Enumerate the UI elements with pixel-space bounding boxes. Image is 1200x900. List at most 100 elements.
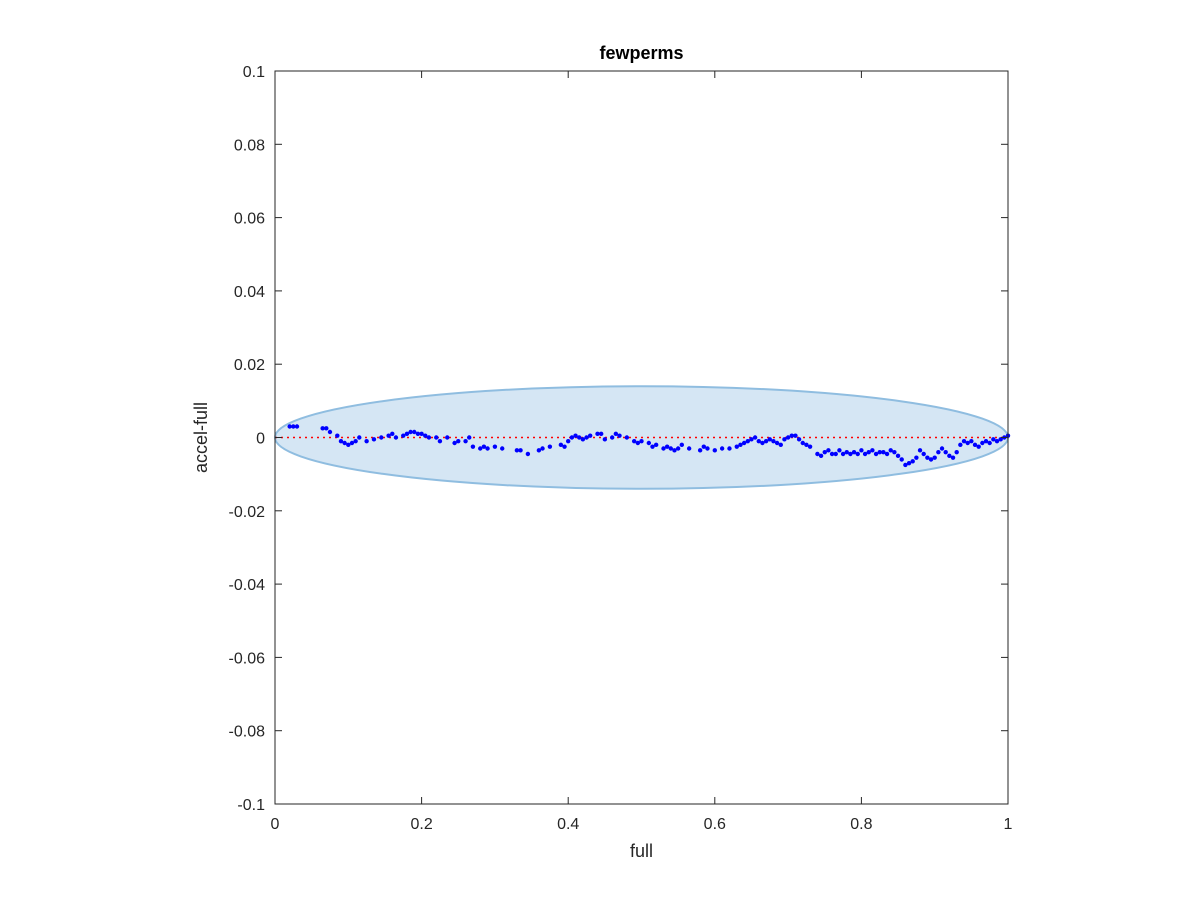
y-tick-label: -0.02 [229,504,266,521]
data-point [415,431,421,437]
data-point [932,455,937,460]
data-point [965,440,970,446]
data-point [580,437,586,442]
data-point [837,448,842,453]
data-point [760,440,765,446]
y-tick-label: 0 [256,431,265,448]
x-tick-label: 0.8 [850,816,872,833]
data-point [969,438,974,444]
data-point [921,451,926,457]
data-point [980,440,985,446]
data-point [679,442,685,448]
data-point [895,453,901,459]
data-point [903,462,908,468]
data-point [826,448,831,453]
y-axis-label: accel-full [191,402,211,473]
y-axis-ticks: -0.1 -0.08 -0.06 -0.04 -0.02 0 0.02 0.04 0.06 0.0… [229,64,1008,814]
data-point [914,455,919,460]
data-point [954,449,959,455]
data-point [807,444,813,449]
data-point [390,431,395,437]
data-point [734,444,739,449]
data-point [485,446,490,451]
data-point [401,433,406,438]
data-point [357,435,362,440]
data-point [950,455,956,460]
data-point [881,449,886,455]
data-point [859,448,864,453]
data-point [917,448,923,453]
data-point [408,429,413,435]
data-point [573,433,578,438]
data-point [866,449,871,455]
data-point [697,448,703,453]
data-point [602,437,608,442]
data-point [525,451,531,457]
data-point [426,435,432,440]
data-point [536,448,542,453]
data-point [741,440,747,446]
data-point [994,438,1000,444]
data-point [793,433,798,438]
y-tick-label: 0.04 [234,284,265,301]
data-point [467,435,472,440]
data-point [335,433,340,438]
data-point [987,440,992,446]
data-point [456,438,461,444]
data-point [617,433,622,438]
data-points [287,424,1011,468]
y-tick-label: 0.1 [243,64,265,81]
data-point [906,460,912,466]
data-point [771,438,776,444]
data-point [294,424,300,429]
data-point [943,449,948,455]
data-point [364,438,369,444]
y-tick-label: -0.06 [229,650,266,667]
data-point [829,451,835,457]
data-point [320,426,325,431]
data-point [800,440,805,446]
data-point [892,449,897,455]
data-point [961,438,967,444]
data-point [848,451,853,457]
y-tick-label: -0.08 [229,724,266,741]
data-point [983,438,989,444]
data-point [327,429,333,435]
x-tick-label: 0.4 [557,816,579,833]
data-point [976,444,981,449]
data-point [738,442,743,448]
data-point [349,440,355,446]
data-point [719,446,725,451]
data-point [393,435,399,440]
data-point [796,437,802,442]
data-point [481,444,487,449]
data-point [609,435,615,440]
data-point [701,444,707,449]
data-point [815,451,820,457]
data-point [888,448,893,453]
data-point [782,437,787,442]
data-point [745,438,750,444]
data-point [675,446,681,451]
x-tick-label: 0.2 [410,816,432,833]
data-point [324,426,329,431]
data-point [540,446,545,451]
data-point [650,444,655,449]
data-point [661,446,666,451]
data-point [478,446,483,451]
data-point [877,449,882,455]
data-point [562,444,567,449]
data-point [833,451,838,457]
data-point [639,438,644,444]
data-point [873,451,879,457]
y-tick-label: 0.06 [234,211,265,228]
data-point [947,453,952,459]
data-point [613,431,619,437]
data-point [818,453,824,459]
y-tick-label: -0.04 [229,577,266,594]
data-point [463,438,468,444]
data-point [862,451,868,457]
data-point [870,448,875,453]
data-point [972,442,978,448]
